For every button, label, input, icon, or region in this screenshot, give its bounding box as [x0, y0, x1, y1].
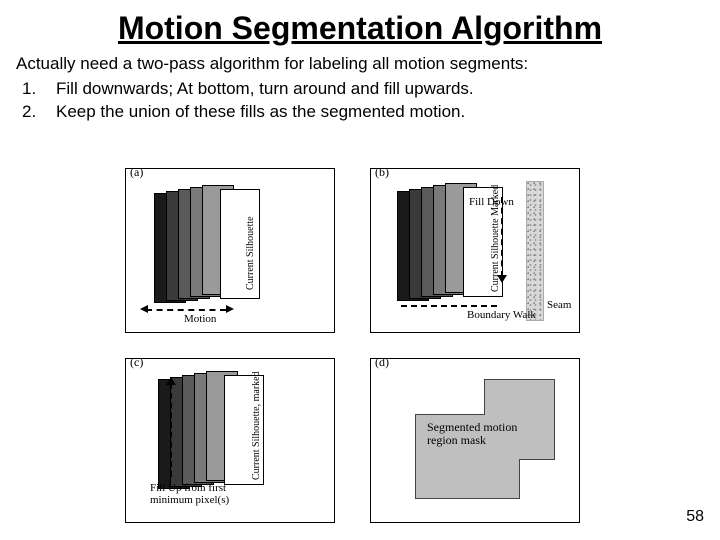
slab-stack-c: Current Silhouette, marked	[158, 371, 280, 493]
list-number-1: 1.	[16, 78, 56, 101]
silhouette-label-c: Current Silhouette, marked	[251, 371, 262, 480]
silhouette-label-a: Current Silhouette	[245, 216, 256, 290]
slab-stack-a: Current Silhouette	[154, 185, 276, 307]
motion-arrow	[146, 309, 226, 311]
panel-label-c: (c)	[130, 355, 143, 370]
fill-up-label: Fill Up from first minimum pixel(s)	[150, 483, 240, 506]
seam-texture	[526, 181, 544, 321]
fill-down-arrow	[501, 197, 503, 277]
list-item: 2. Keep the union of these fills as the …	[16, 101, 704, 124]
panel-label-a: (a)	[130, 165, 143, 180]
figure-panel-b: (b) Current Silhouette Marked Fill Down …	[370, 168, 580, 333]
intro-text: Actually need a two-pass algorithm for l…	[16, 53, 704, 76]
figure-area: (a) Current Silhouette Motion (b) Curren…	[125, 168, 595, 528]
arrowhead-icon	[140, 305, 148, 313]
page-title: Motion Segmentation Algorithm	[0, 0, 720, 53]
current-silhouette: Current Silhouette, marked	[224, 375, 264, 485]
list-text-2: Keep the union of these fills as the seg…	[56, 101, 704, 124]
list-text-1: Fill downwards; At bottom, turn around a…	[56, 78, 704, 101]
fill-up-arrow	[170, 383, 172, 477]
fill-down-label: Fill Down	[469, 197, 514, 209]
figure-panel-c: (c) Current Silhouette, marked Fill Up f…	[125, 358, 335, 523]
page-number: 58	[686, 508, 704, 526]
list-item: 1. Fill downwards; At bottom, turn aroun…	[16, 78, 704, 101]
panel-label-b: (b)	[375, 165, 389, 180]
figure-panel-d: (d) Segmented motion region mask	[370, 358, 580, 523]
arrowhead-icon	[226, 305, 234, 313]
mask-notch	[519, 459, 555, 499]
mask-notch	[415, 379, 485, 415]
body-text: Actually need a two-pass algorithm for l…	[0, 53, 720, 124]
panel-label-d: (d)	[375, 355, 389, 370]
boundary-arrow	[401, 305, 497, 307]
mask-label: Segmented motion region mask	[427, 421, 537, 447]
arrowhead-icon	[497, 275, 507, 283]
figure-panel-a: (a) Current Silhouette Motion	[125, 168, 335, 333]
motion-label: Motion	[184, 313, 216, 325]
boundary-walk-label: Boundary Walk	[467, 309, 536, 321]
seam-label: Seam	[547, 299, 571, 311]
arrowhead-icon	[166, 377, 176, 385]
current-silhouette: Current Silhouette	[220, 189, 260, 299]
list-number-2: 2.	[16, 101, 56, 124]
